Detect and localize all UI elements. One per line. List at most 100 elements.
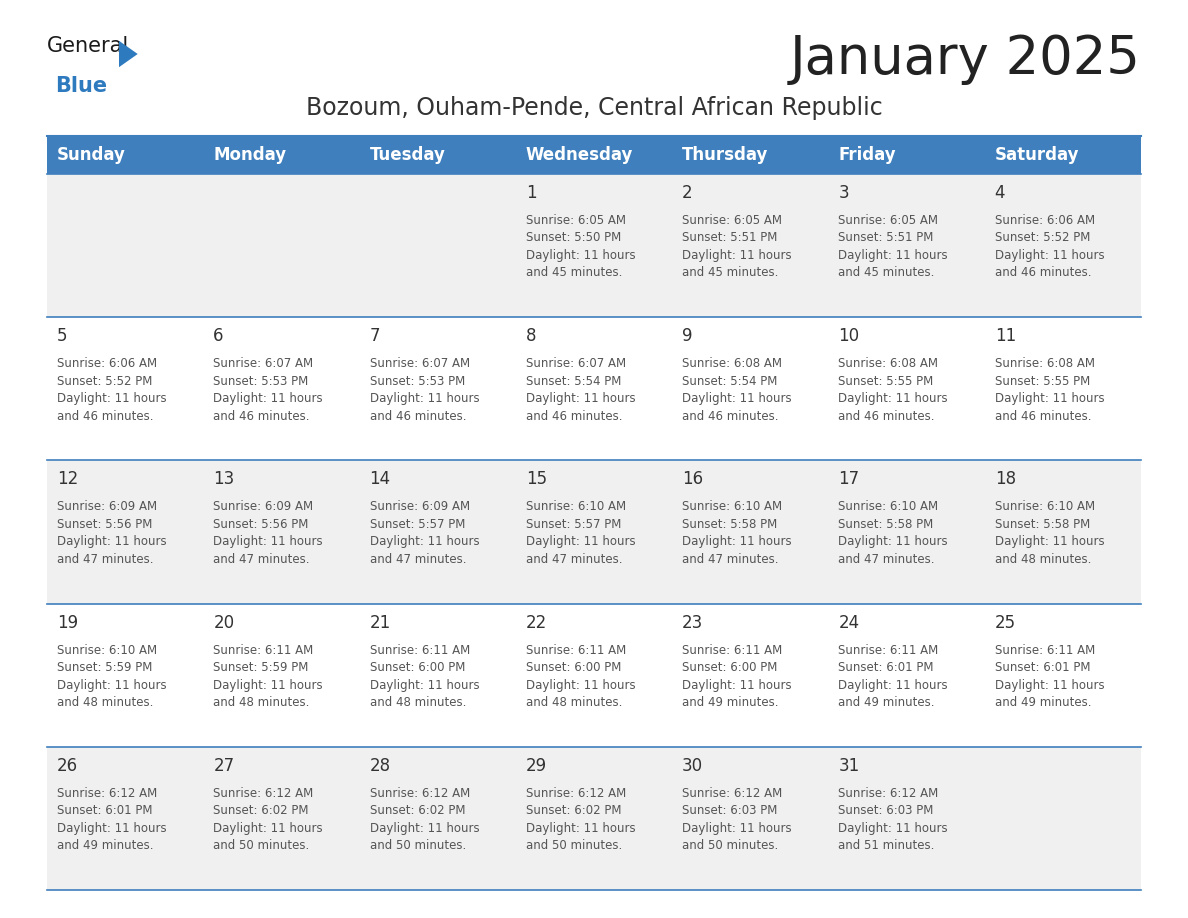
Text: and 47 minutes.: and 47 minutes. <box>369 553 466 565</box>
Text: Wednesday: Wednesday <box>526 146 633 164</box>
Text: 8: 8 <box>526 327 536 345</box>
Text: and 47 minutes.: and 47 minutes. <box>682 553 778 565</box>
Text: Sunrise: 6:08 AM: Sunrise: 6:08 AM <box>839 357 939 370</box>
Text: Sunset: 6:01 PM: Sunset: 6:01 PM <box>57 804 152 817</box>
Text: General: General <box>48 36 129 56</box>
Text: Sunrise: 6:08 AM: Sunrise: 6:08 AM <box>994 357 1094 370</box>
Text: Daylight: 11 hours: Daylight: 11 hours <box>839 678 948 691</box>
Bar <box>672 136 828 174</box>
Bar <box>48 604 1140 747</box>
Bar <box>516 136 672 174</box>
Text: Daylight: 11 hours: Daylight: 11 hours <box>526 249 636 262</box>
Bar <box>828 136 985 174</box>
Text: Daylight: 11 hours: Daylight: 11 hours <box>369 678 479 691</box>
Text: 10: 10 <box>839 327 860 345</box>
Text: and 46 minutes.: and 46 minutes. <box>57 409 153 422</box>
Text: and 48 minutes.: and 48 minutes. <box>214 696 310 709</box>
Text: Sunrise: 6:09 AM: Sunrise: 6:09 AM <box>57 500 157 513</box>
Text: Sunrise: 6:05 AM: Sunrise: 6:05 AM <box>682 214 782 227</box>
Text: and 49 minutes.: and 49 minutes. <box>839 696 935 709</box>
Text: and 46 minutes.: and 46 minutes. <box>526 409 623 422</box>
Text: Sunset: 6:02 PM: Sunset: 6:02 PM <box>369 804 465 817</box>
Text: Sunrise: 6:11 AM: Sunrise: 6:11 AM <box>682 644 783 656</box>
Text: and 49 minutes.: and 49 minutes. <box>57 839 153 852</box>
Text: Sunrise: 6:10 AM: Sunrise: 6:10 AM <box>526 500 626 513</box>
Text: 22: 22 <box>526 613 548 632</box>
Bar <box>48 318 1140 461</box>
Text: and 47 minutes.: and 47 minutes. <box>526 553 623 565</box>
Text: and 48 minutes.: and 48 minutes. <box>526 696 623 709</box>
Text: and 47 minutes.: and 47 minutes. <box>57 553 153 565</box>
Text: 2: 2 <box>682 184 693 202</box>
Text: Sunset: 6:00 PM: Sunset: 6:00 PM <box>526 661 621 674</box>
Text: Daylight: 11 hours: Daylight: 11 hours <box>839 535 948 548</box>
Text: Daylight: 11 hours: Daylight: 11 hours <box>214 678 323 691</box>
Text: 12: 12 <box>57 470 78 488</box>
Text: Daylight: 11 hours: Daylight: 11 hours <box>57 392 166 405</box>
Text: Sunset: 5:51 PM: Sunset: 5:51 PM <box>682 231 777 244</box>
Text: Daylight: 11 hours: Daylight: 11 hours <box>526 822 636 834</box>
Text: Daylight: 11 hours: Daylight: 11 hours <box>57 535 166 548</box>
Text: Sunset: 5:59 PM: Sunset: 5:59 PM <box>214 661 309 674</box>
Text: and 46 minutes.: and 46 minutes. <box>839 409 935 422</box>
Text: and 46 minutes.: and 46 minutes. <box>214 409 310 422</box>
Text: Daylight: 11 hours: Daylight: 11 hours <box>682 392 791 405</box>
Text: Sunset: 5:53 PM: Sunset: 5:53 PM <box>369 375 465 387</box>
Text: and 45 minutes.: and 45 minutes. <box>682 266 778 279</box>
Text: and 48 minutes.: and 48 minutes. <box>994 553 1091 565</box>
Text: Sunset: 6:03 PM: Sunset: 6:03 PM <box>682 804 777 817</box>
Text: Sunrise: 6:06 AM: Sunrise: 6:06 AM <box>57 357 157 370</box>
Text: Sunday: Sunday <box>57 146 126 164</box>
Text: Sunset: 5:58 PM: Sunset: 5:58 PM <box>682 518 777 531</box>
Text: 20: 20 <box>214 613 234 632</box>
Text: and 47 minutes.: and 47 minutes. <box>839 553 935 565</box>
Text: Bozoum, Ouham-Pende, Central African Republic: Bozoum, Ouham-Pende, Central African Rep… <box>305 96 883 120</box>
Text: Sunset: 5:50 PM: Sunset: 5:50 PM <box>526 231 621 244</box>
Text: and 47 minutes.: and 47 minutes. <box>214 553 310 565</box>
Text: and 46 minutes.: and 46 minutes. <box>994 409 1092 422</box>
Text: Daylight: 11 hours: Daylight: 11 hours <box>839 392 948 405</box>
Text: Sunset: 6:00 PM: Sunset: 6:00 PM <box>682 661 777 674</box>
Text: Daylight: 11 hours: Daylight: 11 hours <box>57 678 166 691</box>
Bar <box>48 461 1140 604</box>
Text: 14: 14 <box>369 470 391 488</box>
Text: Sunrise: 6:12 AM: Sunrise: 6:12 AM <box>839 787 939 800</box>
Text: and 45 minutes.: and 45 minutes. <box>526 266 623 279</box>
Text: 25: 25 <box>994 613 1016 632</box>
Text: 5: 5 <box>57 327 68 345</box>
Text: Friday: Friday <box>839 146 896 164</box>
Text: Sunset: 5:57 PM: Sunset: 5:57 PM <box>526 518 621 531</box>
Text: Blue: Blue <box>55 76 107 96</box>
Text: Daylight: 11 hours: Daylight: 11 hours <box>994 249 1105 262</box>
Text: 16: 16 <box>682 470 703 488</box>
Polygon shape <box>119 40 138 67</box>
Text: and 46 minutes.: and 46 minutes. <box>682 409 778 422</box>
Text: Daylight: 11 hours: Daylight: 11 hours <box>682 678 791 691</box>
Text: 13: 13 <box>214 470 234 488</box>
Text: 30: 30 <box>682 756 703 775</box>
Text: 17: 17 <box>839 470 860 488</box>
Text: Daylight: 11 hours: Daylight: 11 hours <box>214 392 323 405</box>
Text: 1: 1 <box>526 184 537 202</box>
Bar <box>203 136 360 174</box>
Text: Daylight: 11 hours: Daylight: 11 hours <box>526 535 636 548</box>
Text: Monday: Monday <box>214 146 286 164</box>
Text: Sunset: 6:02 PM: Sunset: 6:02 PM <box>214 804 309 817</box>
Text: Sunset: 5:55 PM: Sunset: 5:55 PM <box>994 375 1089 387</box>
Text: Sunrise: 6:05 AM: Sunrise: 6:05 AM <box>526 214 626 227</box>
Text: Sunset: 6:00 PM: Sunset: 6:00 PM <box>369 661 465 674</box>
Text: 24: 24 <box>839 613 860 632</box>
Text: Daylight: 11 hours: Daylight: 11 hours <box>994 678 1105 691</box>
Text: 26: 26 <box>57 756 78 775</box>
Text: Sunrise: 6:05 AM: Sunrise: 6:05 AM <box>839 214 939 227</box>
Text: Sunset: 5:51 PM: Sunset: 5:51 PM <box>839 231 934 244</box>
Text: Daylight: 11 hours: Daylight: 11 hours <box>682 535 791 548</box>
Text: Sunrise: 6:11 AM: Sunrise: 6:11 AM <box>526 644 626 656</box>
Text: Daylight: 11 hours: Daylight: 11 hours <box>682 249 791 262</box>
Text: Sunrise: 6:09 AM: Sunrise: 6:09 AM <box>369 500 469 513</box>
Text: Sunrise: 6:10 AM: Sunrise: 6:10 AM <box>994 500 1095 513</box>
Bar <box>360 136 516 174</box>
Text: Sunset: 6:01 PM: Sunset: 6:01 PM <box>994 661 1091 674</box>
Text: Thursday: Thursday <box>682 146 769 164</box>
Text: Daylight: 11 hours: Daylight: 11 hours <box>214 535 323 548</box>
